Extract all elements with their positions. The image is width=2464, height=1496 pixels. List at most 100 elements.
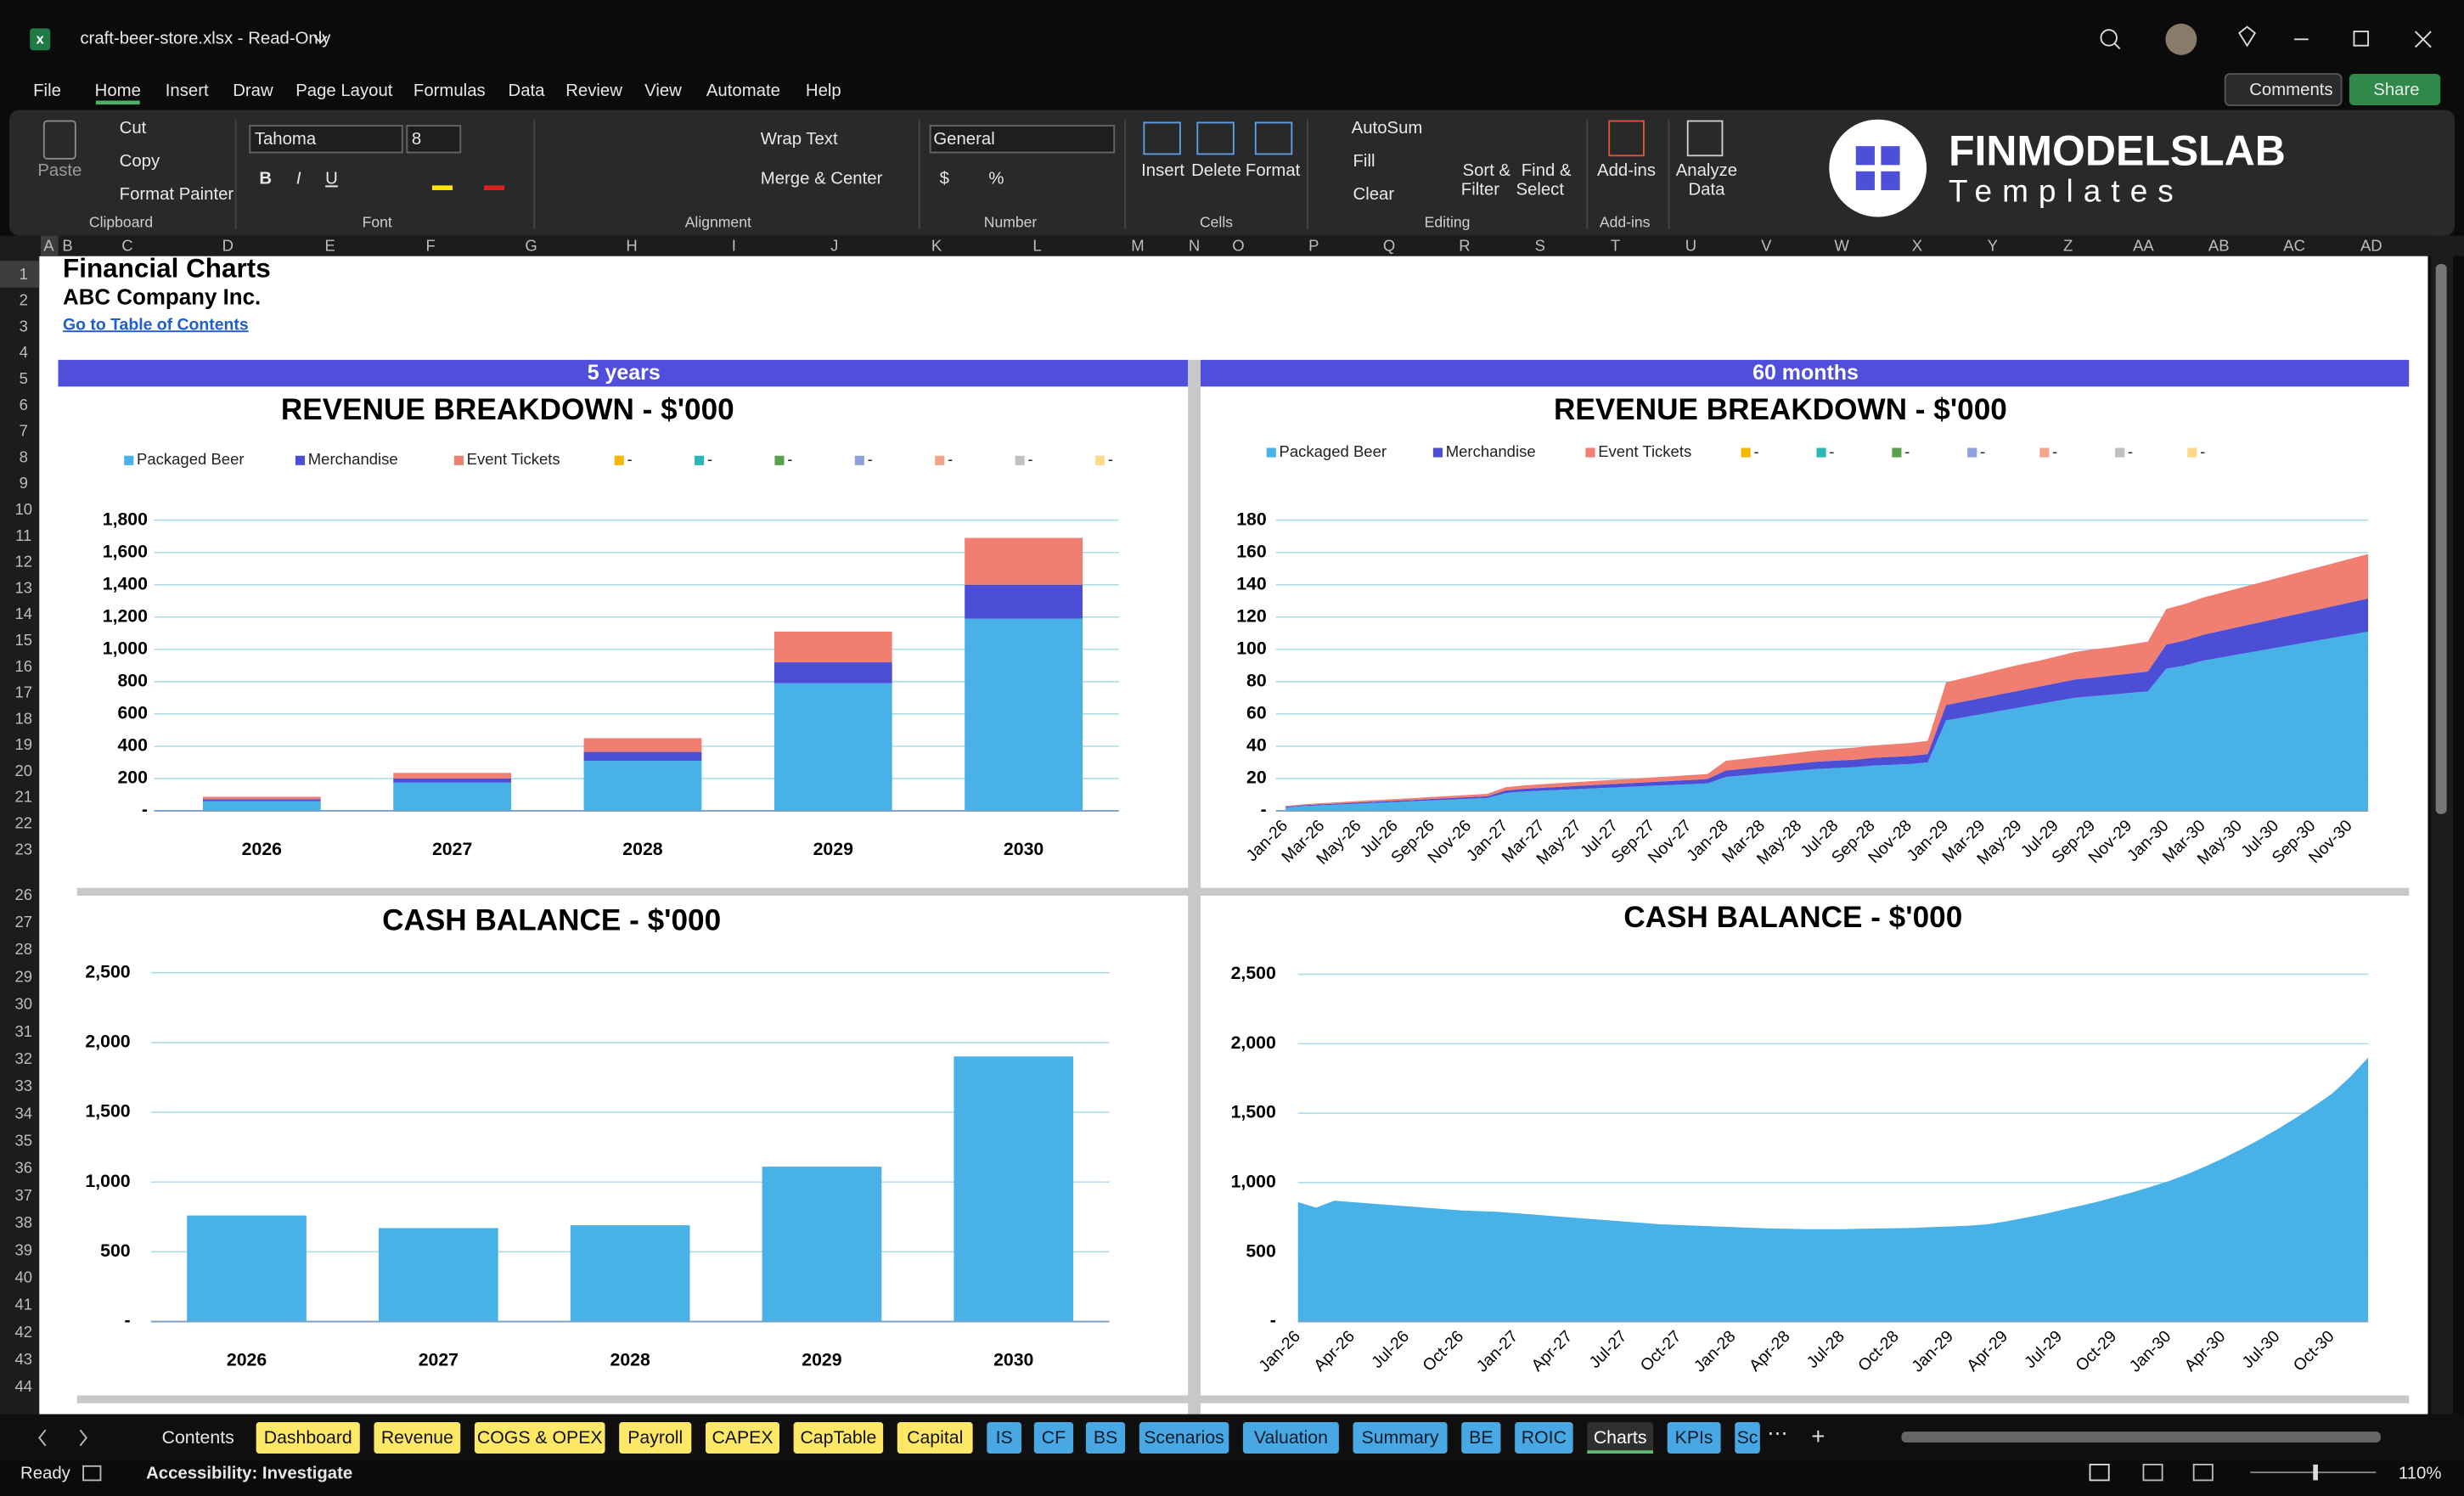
sheet-tab-label[interactable]: ROIC	[1522, 1427, 1567, 1448]
sheet-tab-label[interactable]: KPIs	[1675, 1427, 1713, 1448]
row-header[interactable]: 35	[14, 1132, 32, 1150]
sheet-tab[interactable]	[793, 1421, 884, 1454]
row-header[interactable]: 42	[14, 1323, 32, 1341]
column-header[interactable]: E	[324, 236, 335, 254]
status-accessibility[interactable]: Accessibility: Investigate	[146, 1464, 352, 1482]
sheet-tab-label[interactable]: COGS & OPEX	[477, 1427, 603, 1448]
row-header[interactable]: 8	[20, 447, 28, 465]
menu-item[interactable]: Help	[806, 82, 841, 100]
legend-label[interactable]: Merchandise	[1446, 442, 1536, 460]
ribbon-label[interactable]: Copy	[120, 152, 160, 171]
row-header[interactable]: 32	[14, 1049, 32, 1067]
sheet-tab[interactable]	[619, 1421, 692, 1454]
sheet-tab-label[interactable]: CapTable	[800, 1427, 876, 1448]
column-header[interactable]: H	[626, 236, 637, 254]
sheet-tab[interactable]	[1667, 1421, 1721, 1454]
row-header[interactable]: 28	[14, 940, 32, 958]
paste-icon[interactable]	[42, 120, 76, 160]
row-header[interactable]: 22	[14, 814, 32, 832]
font-style-button[interactable]: U	[325, 169, 338, 188]
add-sheet[interactable]: +	[1811, 1423, 1825, 1449]
column-header[interactable]: S	[1535, 236, 1545, 254]
ribbon-label[interactable]: Clear	[1353, 185, 1395, 204]
row-header[interactable]: 30	[14, 995, 32, 1013]
font-style-button[interactable]: I	[296, 169, 301, 188]
legend-label[interactable]: -	[1108, 450, 1113, 468]
ribbon-label[interactable]: 8	[412, 130, 421, 149]
ribbon-label[interactable]: Analyze	[1676, 161, 1737, 180]
ribbon-label[interactable]: Merge & Center	[761, 169, 883, 188]
row-header[interactable]: 5	[20, 369, 28, 387]
row-header[interactable]: 31	[14, 1022, 32, 1040]
legend-label[interactable]: -	[1753, 442, 1758, 460]
legend-label[interactable]: -	[1904, 442, 1910, 460]
row-header[interactable]: 43	[14, 1350, 32, 1368]
legend-label[interactable]: -	[1829, 442, 1834, 460]
avatar[interactable]	[2165, 23, 2197, 55]
sheet-tab-label[interactable]: Valuation	[1254, 1427, 1328, 1448]
column-header[interactable]: G	[525, 236, 537, 254]
sheet-tab-label[interactable]: Revenue	[381, 1427, 453, 1448]
column-header[interactable]: Y	[1988, 236, 1998, 254]
ribbon-label[interactable]: Find &	[1522, 161, 1572, 180]
column-header[interactable]: O	[1232, 236, 1244, 254]
legend-label[interactable]: -	[868, 450, 873, 468]
sheet-tab-label[interactable]: Payroll	[627, 1427, 683, 1448]
ribbon-label[interactable]: Wrap Text	[761, 130, 838, 149]
sheet-tab-label[interactable]: BS	[1094, 1427, 1117, 1448]
sheet-tab-label[interactable]: Dashboard	[264, 1427, 352, 1448]
ribbon-label[interactable]: Add-ins	[1597, 161, 1656, 180]
fill-color[interactable]	[431, 185, 453, 190]
normal-view[interactable]	[2089, 1464, 2110, 1482]
analyze-icon[interactable]	[1686, 120, 1724, 157]
sheet-tab[interactable]	[1242, 1421, 1339, 1454]
ribbon-label[interactable]: Fill	[1353, 152, 1375, 171]
legend-label[interactable]: -	[2128, 442, 2133, 460]
column-header[interactable]: Q	[1383, 236, 1395, 254]
row-header[interactable]: 1	[20, 265, 28, 283]
comments-button[interactable]	[2224, 73, 2343, 106]
ribbon-label[interactable]: Cut	[120, 119, 147, 138]
ribbon-label[interactable]: AutoSum	[1352, 119, 1423, 138]
page-break-view[interactable]	[2192, 1464, 2214, 1482]
ribbon-label[interactable]: %	[988, 169, 1004, 188]
column-header[interactable]: J	[830, 236, 838, 254]
more-tabs[interactable]: ⋯	[1767, 1422, 1787, 1445]
sheet-tab-label[interactable]: CF	[1042, 1427, 1066, 1448]
search-icon[interactable]	[2100, 29, 2118, 47]
legend-label[interactable]: Event Tickets	[467, 450, 560, 468]
horizontal-scrollbar[interactable]	[1901, 1431, 2381, 1443]
column-header[interactable]: A	[43, 236, 54, 254]
sheet-tab-label[interactable]: BE	[1469, 1427, 1493, 1448]
menu-item[interactable]: Automate	[706, 82, 780, 100]
ribbon-label[interactable]: Tahoma	[255, 130, 317, 149]
ribbon-label[interactable]: Insert	[1141, 161, 1184, 180]
row-header[interactable]: 16	[14, 657, 32, 675]
ribbon-label[interactable]: General	[933, 130, 994, 149]
menu-item[interactable]: Insert	[166, 82, 209, 100]
row-header[interactable]: 17	[14, 683, 32, 701]
font-style-button[interactable]: B	[259, 169, 272, 188]
row-header[interactable]: 23	[14, 840, 32, 858]
ribbon-label[interactable]: Format	[1246, 161, 1301, 180]
menu-item[interactable]: Review	[565, 82, 622, 100]
legend-label[interactable]: -	[707, 450, 712, 468]
legend-label[interactable]: -	[2052, 442, 2057, 460]
sheet-tab-label[interactable]: Scenarios	[1144, 1427, 1224, 1448]
column-header[interactable]: B	[62, 236, 72, 254]
sheet-tab-label[interactable]: CAPEX	[712, 1427, 773, 1448]
row-header[interactable]: 7	[20, 422, 28, 440]
sheet-tab[interactable]	[1085, 1421, 1126, 1454]
title-chevron[interactable]	[313, 35, 328, 44]
row-header[interactable]: 20	[14, 762, 32, 779]
sheet-tab-label[interactable]: IS	[996, 1427, 1013, 1448]
column-header[interactable]: U	[1685, 236, 1696, 254]
excel-icon[interactable]	[30, 28, 51, 51]
legend-label[interactable]: -	[627, 450, 632, 468]
legend-label[interactable]: Packaged Beer	[1280, 442, 1387, 460]
tab-scroll-arrows[interactable]	[38, 1429, 87, 1447]
column-header[interactable]: X	[1912, 236, 1922, 254]
row-header[interactable]: 6	[20, 396, 28, 413]
legend-label[interactable]: -	[948, 450, 953, 468]
legend-label[interactable]: Merchandise	[308, 450, 398, 468]
